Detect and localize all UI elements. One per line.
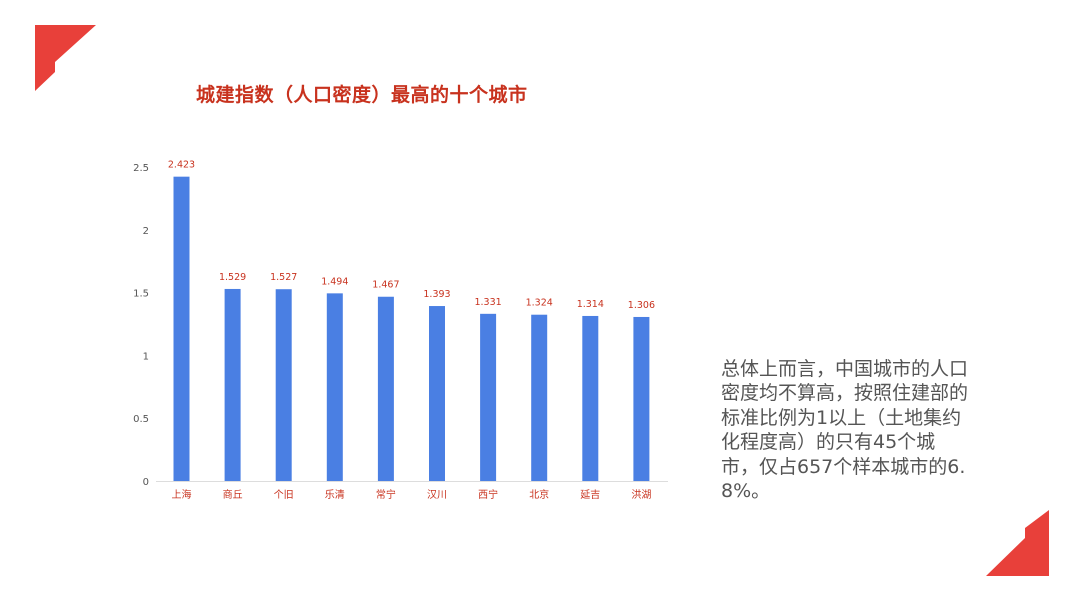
corner-shape	[35, 25, 96, 91]
x-tick-label: 北京	[529, 488, 549, 501]
x-tick-label: 乐清	[325, 488, 345, 501]
data-label: 1.529	[219, 272, 246, 283]
description-text: 总体上而言，中国城市的人口密度均不算高，按照住建部的标准比例为1以上（土地集约化…	[721, 358, 969, 503]
y-tick-label: 0.5	[133, 414, 149, 425]
data-label: 1.331	[474, 297, 501, 308]
corner-decoration-top-left	[35, 25, 96, 91]
data-label: 1.314	[577, 299, 604, 310]
bar	[531, 314, 548, 481]
data-label: 1.494	[321, 276, 348, 287]
bar	[429, 306, 445, 481]
y-tick-label: 2.5	[133, 163, 149, 174]
bar	[633, 316, 650, 481]
data-label: 1.467	[372, 280, 399, 291]
y-tick-label: 2	[143, 226, 149, 237]
data-label: 2.423	[168, 160, 195, 171]
bar	[275, 289, 292, 481]
y-tick-label: 0	[143, 477, 149, 488]
x-tick-label: 商丘	[223, 488, 243, 501]
bar	[326, 293, 343, 481]
bar	[224, 288, 241, 481]
data-label: 1.527	[270, 272, 297, 283]
data-label: 1.324	[526, 298, 553, 309]
data-label: 1.393	[423, 289, 450, 300]
bar	[377, 296, 394, 481]
bar	[582, 315, 599, 481]
data-label: 1.306	[628, 300, 655, 311]
x-tick-label: 延吉	[580, 489, 600, 501]
x-tick-label: 个旧	[274, 489, 294, 501]
y-tick-label: 1.5	[133, 289, 149, 300]
x-tick-label: 洪湖	[631, 489, 651, 501]
x-tick-label: 西宁	[478, 488, 498, 501]
y-tick-label: 1	[143, 351, 149, 362]
bar	[480, 313, 497, 481]
bar	[173, 176, 190, 481]
x-tick-label: 上海	[172, 488, 192, 501]
page-title: 城建指数（人口密度）最高的十个城市	[196, 84, 528, 106]
x-tick-label: 常宁	[376, 488, 396, 501]
x-tick-label: 汉川	[427, 489, 447, 501]
